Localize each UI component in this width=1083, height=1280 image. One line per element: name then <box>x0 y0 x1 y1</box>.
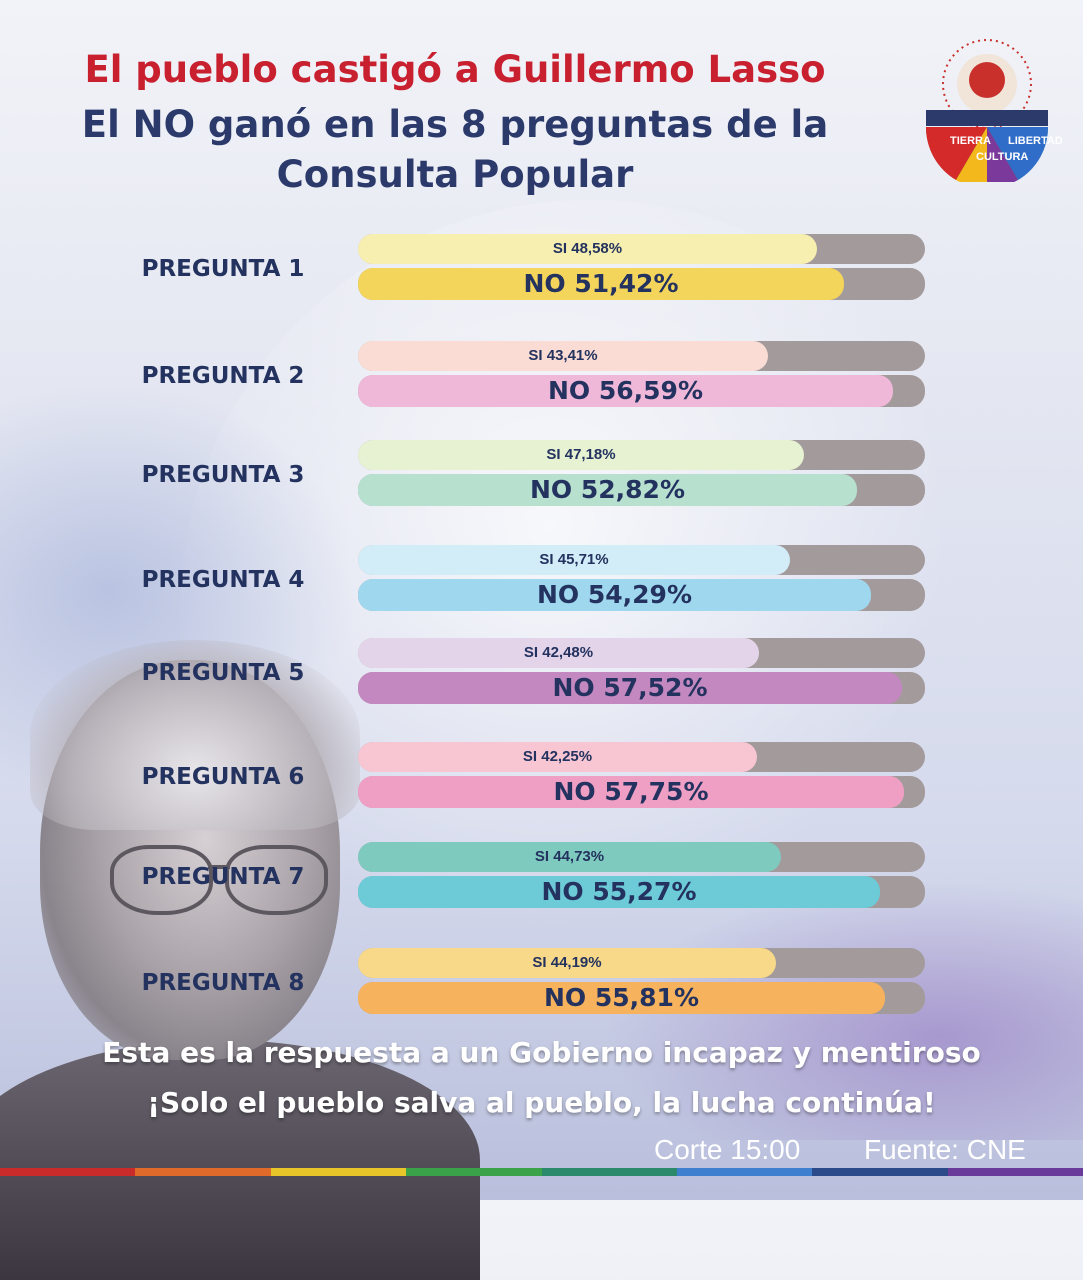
si-bar: SI 48,58% <box>358 234 817 264</box>
si-bar: SI 45,71% <box>358 545 790 575</box>
no-bar-track: NO 55,81% <box>358 982 925 1014</box>
color-strip-segment <box>541 1168 677 1176</box>
si-value-label: SI 42,48% <box>523 644 594 661</box>
subheadline: El NO ganó en las 8 preguntas de la Cons… <box>0 100 910 200</box>
si-bar: SI 47,18% <box>358 440 804 470</box>
logo-word-cultura: CULTURA <box>976 151 1028 163</box>
si-bar-track: SI 48,58% <box>358 234 925 264</box>
logo-band <box>926 110 1048 126</box>
logo-segment-purple <box>987 127 1018 182</box>
question-label: PREGUNTA 5 <box>141 660 305 686</box>
si-value-label: SI 44,19% <box>532 954 602 971</box>
si-bar-track: SI 44,19% <box>358 948 925 978</box>
question-label: PREGUNTA 2 <box>141 363 305 389</box>
portrait-glasses-right <box>225 845 328 915</box>
question-label: PREGUNTA 6 <box>141 764 305 790</box>
logo-segment-red <box>925 127 987 180</box>
no-bar-track: NO 51,42% <box>358 268 925 300</box>
question-label: PREGUNTA 8 <box>141 970 305 996</box>
no-bar: NO 55,81% <box>358 982 885 1014</box>
data-source: Fuente: CNE <box>864 1134 1026 1165</box>
portrait-shoulders <box>0 1040 480 1280</box>
si-bar-track: SI 42,48% <box>358 638 925 668</box>
footer-message-1: Esta es la respuesta a un Gobierno incap… <box>102 1036 981 1069</box>
portrait-glasses-bridge <box>208 865 230 869</box>
si-bar-track: SI 43,41% <box>358 341 925 371</box>
si-value-label: SI 48,58% <box>552 240 623 257</box>
si-value-label: SI 47,18% <box>546 446 616 463</box>
no-value-label: NO 56,59% <box>547 376 703 405</box>
color-strip-segment <box>947 1168 1083 1176</box>
organization-logo: TIERRA CULTURA LIBERTAD <box>925 39 1062 182</box>
subheadline-line-2: Consulta Popular <box>276 153 634 196</box>
subheadline-line-1: El NO ganó en las 8 preguntas de la <box>81 103 829 146</box>
portrait-glasses-left <box>110 845 213 915</box>
si-value-label: SI 44,73% <box>534 848 605 865</box>
no-bar: NO 51,42% <box>358 268 844 300</box>
no-bar-track: NO 55,27% <box>358 876 925 908</box>
color-strip-segment <box>676 1168 813 1176</box>
no-bar: NO 55,27% <box>358 876 880 908</box>
color-strip-segment <box>812 1168 948 1176</box>
si-bar-track: SI 47,18% <box>358 440 925 470</box>
si-bar: SI 44,73% <box>358 842 781 872</box>
color-strip-segment <box>0 1168 136 1176</box>
no-bar-track: NO 57,52% <box>358 672 925 704</box>
no-value-label: NO 57,75% <box>553 777 709 806</box>
no-value-label: NO 51,42% <box>523 269 679 298</box>
headline: El pueblo castigó a Guillermo Lasso <box>84 48 826 91</box>
no-bar-track: NO 57,75% <box>358 776 925 808</box>
si-value-label: SI 43,41% <box>528 347 598 364</box>
color-strip-segment <box>406 1168 542 1176</box>
question-label: PREGUNTA 1 <box>141 256 305 282</box>
no-value-label: NO 52,82% <box>529 475 685 504</box>
no-value-label: NO 55,27% <box>541 877 697 906</box>
no-value-label: NO 54,29% <box>536 580 692 609</box>
si-bar-track: SI 44,73% <box>358 842 925 872</box>
si-bar: SI 42,25% <box>358 742 757 772</box>
logo-word-tierra: TIERRA <box>950 135 991 147</box>
no-bar: NO 54,29% <box>358 579 871 611</box>
no-bar-track: NO 54,29% <box>358 579 925 611</box>
no-bar: NO 57,75% <box>358 776 904 808</box>
no-value-label: NO 57,52% <box>552 673 708 702</box>
no-bar-track: NO 52,82% <box>358 474 925 506</box>
color-strip-segment <box>270 1168 407 1176</box>
si-value-label: SI 42,25% <box>522 748 593 765</box>
si-bar-track: SI 45,71% <box>358 545 925 575</box>
logo-sunburst <box>942 39 1032 129</box>
portrait-hair <box>30 640 360 830</box>
footer-message-2: ¡Solo el pueblo salva al pueblo, la luch… <box>147 1086 936 1119</box>
logo-segment-yellow <box>956 127 987 182</box>
logo-word-libertad: LIBERTAD <box>1008 135 1062 147</box>
si-bar: SI 43,41% <box>358 341 768 371</box>
no-bar-track: NO 56,59% <box>358 375 925 407</box>
no-bar: NO 57,52% <box>358 672 902 704</box>
question-label: PREGUNTA 4 <box>141 567 305 593</box>
no-bar: NO 52,82% <box>358 474 857 506</box>
logo-segment-blue <box>987 127 1049 180</box>
color-strip <box>0 1168 1083 1176</box>
si-bar-track: SI 42,25% <box>358 742 925 772</box>
si-bar: SI 42,48% <box>358 638 759 668</box>
no-bar: NO 56,59% <box>358 375 893 407</box>
question-label: PREGUNTA 7 <box>141 864 305 890</box>
color-strip-segment <box>135 1168 271 1176</box>
si-value-label: SI 45,71% <box>539 551 609 568</box>
question-label: PREGUNTA 3 <box>141 462 305 488</box>
cutoff-time: Corte 15:00 <box>654 1134 801 1165</box>
si-bar: SI 44,19% <box>358 948 776 978</box>
no-value-label: NO 55,81% <box>543 983 699 1012</box>
